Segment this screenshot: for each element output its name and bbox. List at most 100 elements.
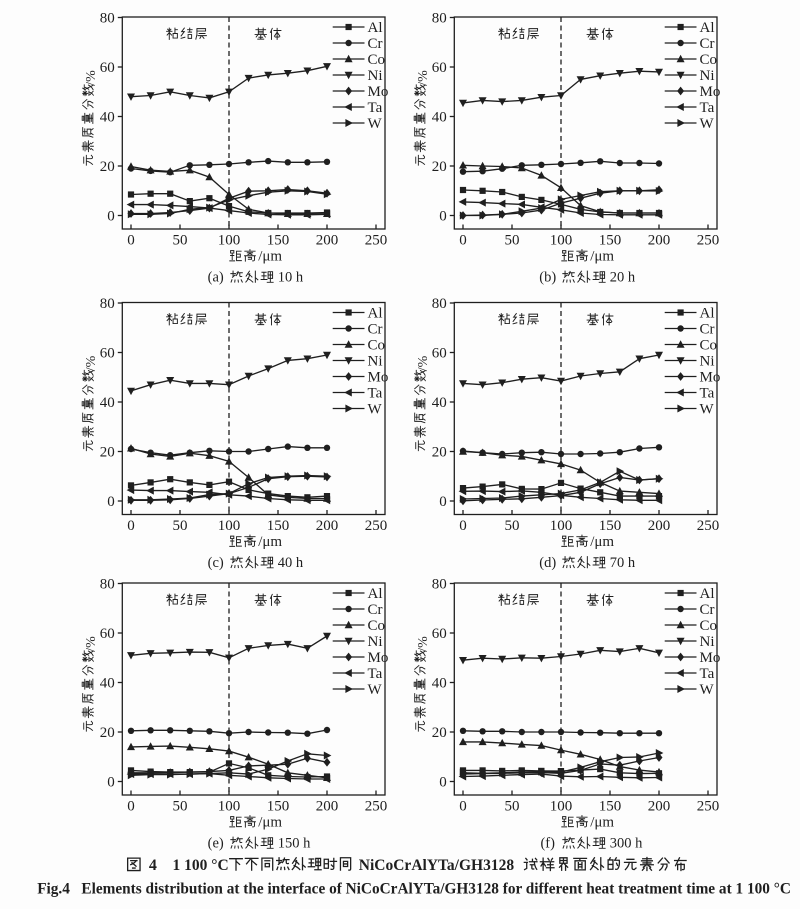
svg-text:80: 80 [100,296,115,312]
svg-text:Co: Co [368,52,386,68]
svg-text:Al: Al [368,20,383,36]
svg-text:60: 60 [432,346,447,362]
svg-text:40: 40 [100,110,115,126]
svg-text:Co: Co [368,618,386,634]
svg-text:/μm: /μm [590,534,614,550]
svg-text:NiCoCrAlYTa/GH3128: NiCoCrAlYTa/GH3128 [359,857,515,874]
svg-text:Cr: Cr [368,322,383,338]
svg-text:100: 100 [218,518,241,534]
svg-text:0: 0 [107,209,115,225]
svg-text:100: 100 [550,233,573,249]
svg-text:Mo: Mo [368,650,389,666]
svg-text:Co: Co [700,338,718,354]
svg-text:80: 80 [432,577,447,593]
svg-text:Mo: Mo [700,370,721,386]
svg-text:60: 60 [100,626,115,642]
svg-text:200: 200 [648,233,671,249]
svg-text:Co: Co [700,52,718,68]
svg-text:40: 40 [100,395,115,411]
svg-text:Al: Al [700,20,715,36]
svg-text:Cr: Cr [700,322,715,338]
svg-text:40: 40 [432,676,447,692]
svg-text:40 h: 40 h [278,555,304,571]
svg-text:250: 250 [365,799,388,815]
svg-text:150: 150 [267,233,290,249]
svg-text:/μm: /μm [258,534,282,550]
svg-text:70 h: 70 h [610,555,636,571]
svg-text:(d): (d) [539,555,556,571]
svg-text:0: 0 [459,518,467,534]
svg-text:20: 20 [432,445,447,461]
svg-text:150: 150 [599,799,622,815]
svg-text:60: 60 [100,346,115,362]
svg-text:Cr: Cr [368,36,383,52]
svg-text:100: 100 [218,233,241,249]
svg-text:Ta: Ta [368,666,383,682]
svg-text:(f): (f) [540,836,555,852]
svg-text:0: 0 [459,233,467,249]
svg-text:80: 80 [432,11,447,27]
svg-text:Ni: Ni [700,634,715,650]
svg-text:Al: Al [700,586,715,602]
svg-text:Ni: Ni [700,68,715,84]
svg-text:1 100 °C: 1 100 °C [173,857,229,874]
svg-text:/μm: /μm [258,249,282,265]
svg-text:40: 40 [432,395,447,411]
svg-text:0: 0 [107,494,115,510]
svg-text:/μm: /μm [590,249,614,265]
svg-text:20: 20 [100,445,115,461]
svg-text:(e): (e) [208,836,224,852]
svg-text:200: 200 [648,518,671,534]
svg-text:Ta: Ta [700,386,715,402]
svg-text:100: 100 [550,799,573,815]
svg-text:Ta: Ta [368,386,383,402]
svg-text:W: W [700,682,715,698]
svg-text:250: 250 [365,518,388,534]
svg-text:Ni: Ni [700,354,715,370]
svg-text:Fig.4 Elements distribution: Fig.4 Elements distribution at the inter… [37,880,791,897]
svg-text:0: 0 [459,799,467,815]
svg-text:W: W [700,402,715,418]
svg-text:Al: Al [700,306,715,322]
svg-text:/μm: /μm [590,815,614,831]
svg-text:Cr: Cr [368,602,383,618]
svg-text:20: 20 [100,159,115,175]
svg-text:4: 4 [149,857,157,874]
svg-text:200: 200 [316,233,339,249]
svg-text:150: 150 [599,518,622,534]
svg-text:250: 250 [697,233,720,249]
svg-text:Cr: Cr [700,602,715,618]
svg-text:0: 0 [127,233,135,249]
svg-text:/%: /% [416,355,431,371]
svg-text:60: 60 [100,60,115,76]
svg-text:Ta: Ta [368,100,383,116]
svg-text:100: 100 [218,799,241,815]
svg-text:50: 50 [173,518,188,534]
svg-text:/%: /% [416,70,431,86]
svg-text:50: 50 [505,799,520,815]
svg-text:/μm: /μm [258,815,282,831]
svg-text:(a): (a) [208,270,224,286]
svg-text:/%: /% [84,70,99,86]
svg-text:Ta: Ta [700,100,715,116]
svg-text:80: 80 [100,577,115,593]
svg-text:80: 80 [100,11,115,27]
svg-text:60: 60 [432,60,447,76]
svg-text:Cr: Cr [700,36,715,52]
svg-text:100: 100 [550,518,573,534]
svg-text:200: 200 [648,799,671,815]
svg-text:150 h: 150 h [278,836,311,852]
svg-text:Ni: Ni [368,634,383,650]
svg-text:20: 20 [100,725,115,741]
svg-text:80: 80 [432,296,447,312]
svg-text:200: 200 [316,799,339,815]
svg-text:Ni: Ni [368,68,383,84]
svg-text:(b): (b) [539,270,556,286]
svg-text:150: 150 [599,233,622,249]
svg-text:50: 50 [505,233,520,249]
svg-text:150: 150 [267,518,290,534]
svg-text:20: 20 [432,159,447,175]
svg-text:250: 250 [697,518,720,534]
svg-text:10 h: 10 h [278,270,304,286]
svg-text:0: 0 [439,209,447,225]
